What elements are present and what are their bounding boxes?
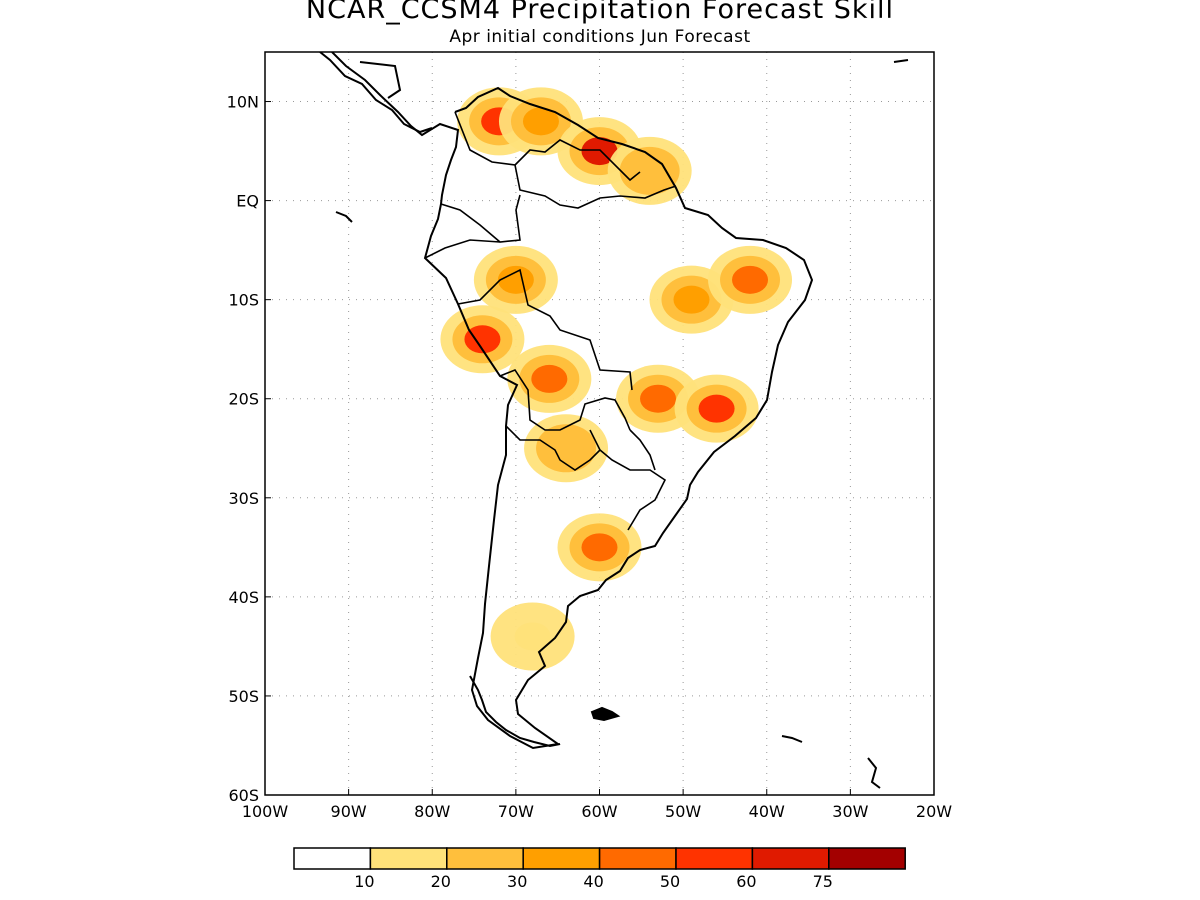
skill-cell xyxy=(464,325,501,354)
skill-cell xyxy=(497,265,534,294)
skill-cell xyxy=(673,285,710,314)
lon-tick-label: 50W xyxy=(665,802,701,821)
lat-tick-label: EQ xyxy=(236,192,259,211)
tierra-del-fuego-fjords xyxy=(469,675,561,748)
map-title: NCAR_CCSM4 Precipitation Forecast Skill xyxy=(305,0,895,25)
colorbar-label: 40 xyxy=(583,872,603,891)
skill-cell xyxy=(531,364,568,393)
lat-tick-label: 10S xyxy=(228,291,259,310)
skill-cell xyxy=(698,394,735,423)
colorbar: 10 20 30 40 50 60 75 xyxy=(293,847,906,891)
skill-cell xyxy=(732,265,769,294)
colorbar-swatch xyxy=(751,847,830,870)
lat-tick-label: 10N xyxy=(227,93,259,112)
lon-tick-label: 100W xyxy=(242,802,289,821)
lon-tick-label: 90W xyxy=(331,802,367,821)
colorbar-swatch xyxy=(446,847,524,870)
lon-tick-label: 70W xyxy=(498,802,534,821)
colorbar-label: 30 xyxy=(507,872,527,891)
lat-tick-label: 30S xyxy=(228,489,259,508)
lon-tick-label: 80W xyxy=(414,802,450,821)
falkland-islands xyxy=(590,706,621,722)
coastline-layer xyxy=(319,52,909,789)
latitude-labels: 10N EQ 10S 20S 30S 40S 50S 60S xyxy=(227,93,271,805)
south-georgia-island xyxy=(781,735,803,743)
skill-cell xyxy=(640,384,677,413)
skill-cell xyxy=(514,622,551,651)
colorbar-label: 60 xyxy=(736,872,756,891)
colorbar-swatch xyxy=(369,847,448,870)
small-islands xyxy=(335,59,909,789)
lat-tick-label: 60S xyxy=(228,786,259,805)
colorbar-label: 10 xyxy=(354,872,374,891)
longitude-labels: 100W 90W 80W 70W 60W 50W 40W 30W 20W xyxy=(242,789,952,821)
colorbar-swatch xyxy=(293,847,372,870)
colorbar-label: 20 xyxy=(431,872,451,891)
border-lines xyxy=(424,111,677,531)
skill-fill-layer xyxy=(440,87,793,671)
skill-cell xyxy=(581,533,618,562)
colorbar-swatch xyxy=(828,847,906,870)
map-subtitle: Apr initial conditions Jun Forecast xyxy=(449,27,751,47)
colorbar-swatch xyxy=(522,847,601,870)
lat-tick-label: 50S xyxy=(228,687,259,706)
colorbar-swatch xyxy=(675,847,754,870)
colorbar-label: 75 xyxy=(813,872,833,891)
skill-cell xyxy=(631,156,668,185)
skill-cell xyxy=(522,107,559,136)
coastline-central-america xyxy=(319,52,433,134)
coastline-south-america xyxy=(331,52,814,750)
colorbar-swatch xyxy=(598,847,677,870)
lat-tick-label: 20S xyxy=(228,390,259,409)
lon-tick-label: 30W xyxy=(832,802,868,821)
lon-tick-label: 60W xyxy=(581,802,617,821)
lon-tick-label: 20W xyxy=(916,802,952,821)
lon-tick-label: 40W xyxy=(749,802,785,821)
lat-tick-label: 40S xyxy=(228,588,259,607)
colorbar-label: 50 xyxy=(660,872,680,891)
